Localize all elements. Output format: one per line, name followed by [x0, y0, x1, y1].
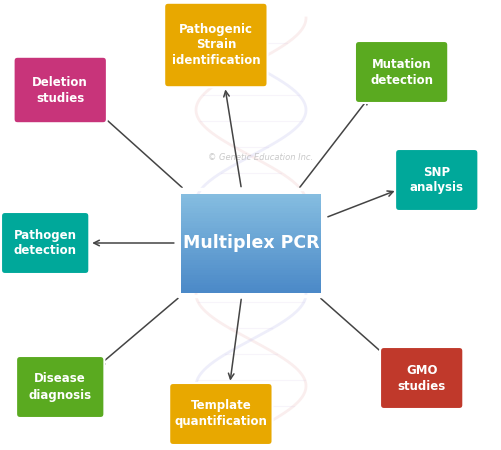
- FancyBboxPatch shape: [180, 288, 321, 290]
- FancyBboxPatch shape: [180, 280, 321, 283]
- Text: Mutation
detection: Mutation detection: [369, 58, 432, 86]
- FancyBboxPatch shape: [180, 233, 321, 236]
- FancyBboxPatch shape: [180, 240, 321, 243]
- FancyBboxPatch shape: [180, 250, 321, 253]
- Text: © Genetic Education Inc.: © Genetic Education Inc.: [208, 153, 313, 162]
- FancyBboxPatch shape: [180, 283, 321, 285]
- FancyBboxPatch shape: [16, 356, 104, 418]
- FancyBboxPatch shape: [180, 226, 321, 228]
- FancyBboxPatch shape: [180, 260, 321, 263]
- FancyBboxPatch shape: [180, 270, 321, 273]
- FancyBboxPatch shape: [180, 266, 321, 268]
- FancyBboxPatch shape: [180, 220, 321, 223]
- FancyBboxPatch shape: [180, 213, 321, 216]
- FancyBboxPatch shape: [180, 206, 321, 208]
- FancyBboxPatch shape: [180, 196, 321, 198]
- FancyBboxPatch shape: [180, 278, 321, 280]
- Text: Deletion
studies: Deletion studies: [32, 76, 88, 104]
- FancyBboxPatch shape: [180, 216, 321, 218]
- FancyBboxPatch shape: [14, 57, 107, 123]
- FancyBboxPatch shape: [180, 256, 321, 258]
- FancyBboxPatch shape: [180, 238, 321, 240]
- FancyBboxPatch shape: [180, 228, 321, 230]
- FancyBboxPatch shape: [180, 208, 321, 211]
- FancyBboxPatch shape: [180, 201, 321, 203]
- Text: Pathogenic
Strain
identification: Pathogenic Strain identification: [171, 22, 260, 68]
- FancyBboxPatch shape: [180, 273, 321, 275]
- Text: Template
quantification: Template quantification: [174, 400, 267, 428]
- FancyBboxPatch shape: [354, 41, 447, 103]
- FancyBboxPatch shape: [394, 149, 477, 211]
- FancyBboxPatch shape: [180, 243, 321, 246]
- FancyBboxPatch shape: [180, 263, 321, 266]
- Text: Pathogen
detection: Pathogen detection: [14, 229, 77, 257]
- FancyBboxPatch shape: [180, 246, 321, 248]
- FancyBboxPatch shape: [180, 253, 321, 256]
- FancyBboxPatch shape: [180, 223, 321, 226]
- FancyBboxPatch shape: [180, 218, 321, 220]
- Text: Multiplex PCR: Multiplex PCR: [182, 234, 319, 252]
- Text: SNP
analysis: SNP analysis: [409, 166, 463, 194]
- FancyBboxPatch shape: [180, 198, 321, 201]
- FancyBboxPatch shape: [180, 248, 321, 250]
- FancyBboxPatch shape: [180, 194, 321, 196]
- FancyBboxPatch shape: [180, 230, 321, 233]
- FancyBboxPatch shape: [1, 212, 89, 274]
- FancyBboxPatch shape: [180, 203, 321, 206]
- FancyBboxPatch shape: [164, 3, 267, 87]
- Text: GMO
studies: GMO studies: [397, 364, 445, 392]
- FancyBboxPatch shape: [180, 211, 321, 213]
- FancyBboxPatch shape: [180, 290, 321, 292]
- FancyBboxPatch shape: [180, 285, 321, 288]
- FancyBboxPatch shape: [180, 258, 321, 260]
- FancyBboxPatch shape: [180, 275, 321, 278]
- FancyBboxPatch shape: [379, 347, 462, 409]
- FancyBboxPatch shape: [180, 236, 321, 238]
- FancyBboxPatch shape: [169, 383, 272, 445]
- Text: Disease
diagnosis: Disease diagnosis: [29, 373, 92, 401]
- FancyBboxPatch shape: [180, 268, 321, 270]
